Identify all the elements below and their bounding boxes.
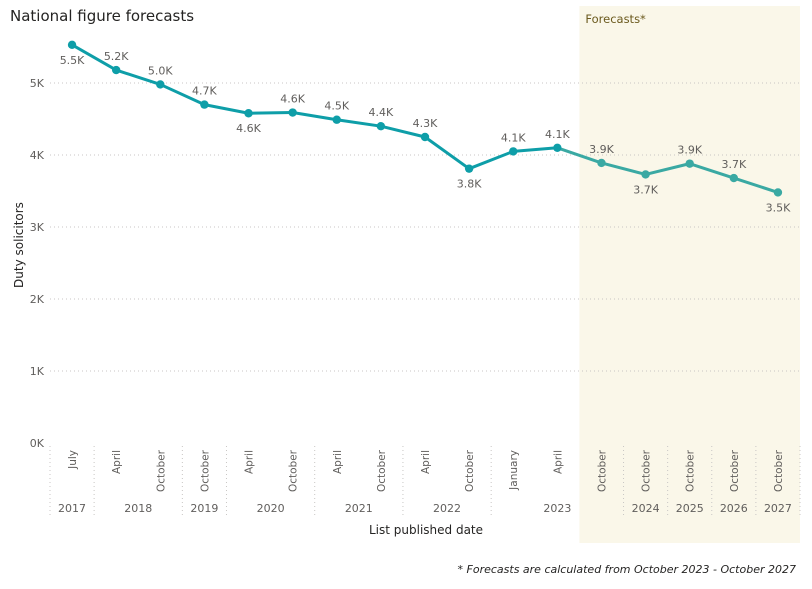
year-label: 2025 bbox=[676, 502, 704, 515]
x-tick-label: October bbox=[641, 449, 653, 492]
data-label: 3.7K bbox=[633, 183, 658, 196]
data-label: 4.1K bbox=[501, 131, 526, 144]
data-label: 3.9K bbox=[677, 144, 702, 157]
data-point bbox=[420, 132, 430, 142]
x-tick-label: April bbox=[332, 450, 344, 474]
series-line-segment bbox=[70, 43, 118, 72]
data-label: 5.5K bbox=[60, 54, 85, 67]
data-point bbox=[200, 100, 209, 109]
year-label: 2026 bbox=[720, 502, 748, 515]
series-line-segment bbox=[688, 162, 736, 180]
y-tick-label: 5K bbox=[30, 77, 45, 90]
data-point bbox=[288, 108, 297, 117]
year-label: 2027 bbox=[764, 502, 792, 515]
y-tick-label: 3K bbox=[30, 221, 45, 234]
x-tick-label: October bbox=[155, 449, 167, 492]
series-line-segment bbox=[114, 68, 162, 86]
data-point bbox=[641, 170, 650, 179]
data-point bbox=[509, 147, 518, 156]
x-tick-label: October bbox=[288, 449, 300, 492]
data-point bbox=[553, 143, 562, 152]
y-axis-title: Duty solicitors bbox=[12, 202, 26, 288]
chart-title: National figure forecasts bbox=[10, 7, 194, 25]
forecast-band bbox=[579, 6, 800, 543]
data-point bbox=[685, 159, 694, 168]
data-label: 3.7K bbox=[721, 158, 746, 171]
data-point bbox=[376, 122, 386, 131]
x-tick-label: October bbox=[729, 449, 741, 492]
x-tick-label: October bbox=[464, 449, 476, 492]
year-label: 2020 bbox=[257, 502, 285, 515]
data-label: 4.6K bbox=[236, 122, 261, 135]
series-line-segment bbox=[732, 176, 780, 194]
year-label: 2023 bbox=[543, 502, 571, 515]
data-label: 5.0K bbox=[148, 64, 173, 77]
y-tick-label: 4K bbox=[30, 149, 45, 162]
data-label: 3.9K bbox=[589, 143, 614, 156]
series-line-segment bbox=[511, 146, 559, 153]
y-tick-label: 2K bbox=[30, 293, 45, 306]
series-line-segment bbox=[335, 118, 383, 128]
y-tick-label: 0K bbox=[30, 437, 45, 450]
data-label: 5.2K bbox=[104, 50, 129, 63]
x-tick-label: October bbox=[773, 449, 785, 492]
x-tick-label: October bbox=[685, 449, 697, 492]
data-label: 4.1K bbox=[545, 128, 570, 141]
series-line-segment bbox=[555, 146, 603, 165]
data-label: 4.6K bbox=[280, 93, 305, 106]
forecast-footnote: * Forecasts are calculated from October … bbox=[458, 563, 796, 576]
series-line-segment bbox=[247, 111, 295, 115]
x-tick-label: October bbox=[596, 449, 608, 492]
data-point bbox=[729, 173, 739, 183]
series-line-segment bbox=[379, 124, 427, 139]
x-tick-label: April bbox=[111, 450, 123, 474]
data-point bbox=[773, 188, 783, 197]
data-label: 3.5K bbox=[766, 201, 791, 214]
year-label: 2019 bbox=[190, 502, 218, 515]
y-tick-label: 1K bbox=[30, 365, 45, 378]
data-point bbox=[597, 158, 606, 168]
x-tick-label: April bbox=[552, 450, 564, 474]
x-tick-label: April bbox=[244, 450, 256, 474]
x-tick-label: January bbox=[508, 450, 520, 491]
data-point bbox=[111, 65, 121, 75]
x-tick-label: July bbox=[67, 450, 79, 470]
series-line-segment bbox=[423, 135, 471, 171]
data-label: 4.3K bbox=[413, 117, 438, 130]
series-line-segment bbox=[291, 111, 339, 122]
series-line-segment bbox=[644, 162, 692, 176]
x-tick-label: April bbox=[420, 450, 432, 474]
year-label: 2022 bbox=[433, 502, 461, 515]
x-tick-label: October bbox=[199, 449, 211, 492]
year-label: 2017 bbox=[58, 502, 86, 515]
series-line-segment bbox=[158, 82, 206, 107]
data-point bbox=[156, 80, 165, 89]
data-point bbox=[67, 40, 77, 50]
data-label: 3.8K bbox=[457, 178, 482, 191]
data-point bbox=[332, 115, 341, 124]
year-label: 2024 bbox=[632, 502, 660, 515]
series-line-segment bbox=[599, 161, 648, 176]
series-line-segment bbox=[467, 149, 515, 171]
year-label: 2018 bbox=[124, 502, 152, 515]
x-tick-label: October bbox=[376, 449, 388, 492]
forecast-band-label: Forecasts* bbox=[585, 12, 646, 26]
data-point bbox=[244, 109, 253, 118]
data-label: 4.4K bbox=[369, 106, 394, 119]
data-point bbox=[464, 164, 474, 173]
data-label: 4.5K bbox=[324, 100, 349, 113]
year-label: 2021 bbox=[345, 502, 373, 515]
series-line-segment bbox=[202, 103, 251, 115]
data-label: 4.7K bbox=[192, 85, 217, 98]
x-axis-title: List published date bbox=[369, 523, 483, 537]
